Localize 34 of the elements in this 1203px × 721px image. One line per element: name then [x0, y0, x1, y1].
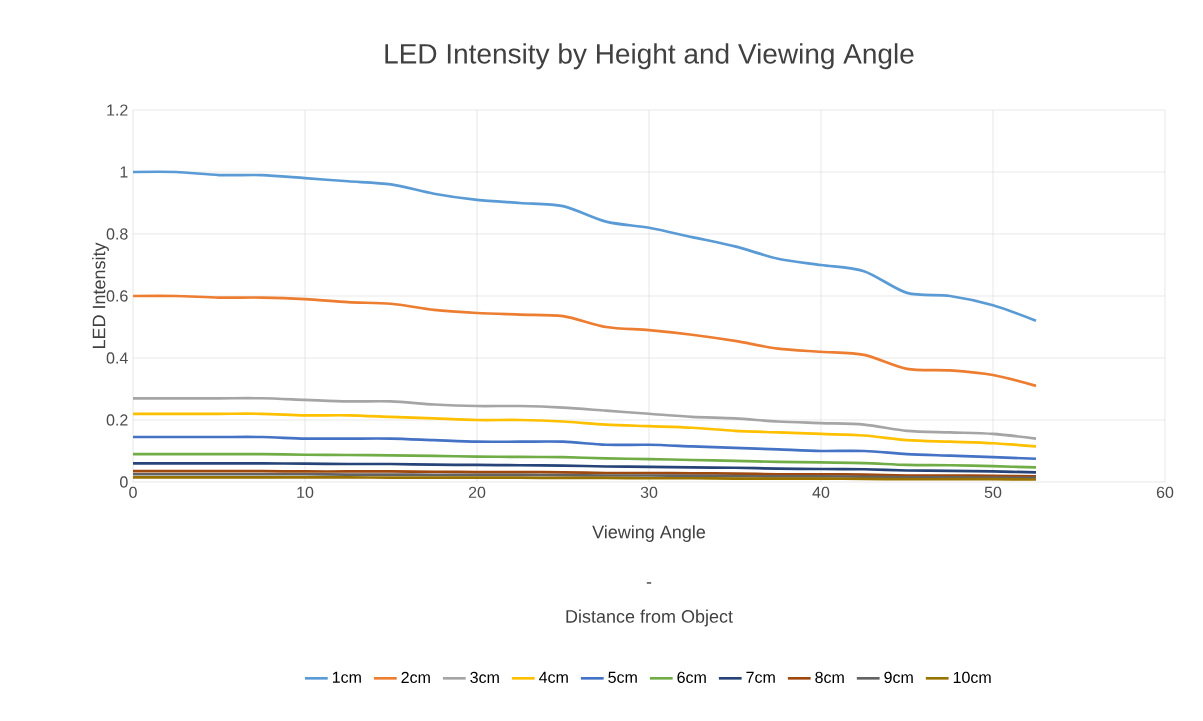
legend-label: 5cm: [608, 671, 637, 683]
line-series: [131, 412, 1038, 448]
y-tick-label: 0: [120, 476, 128, 488]
legend-label: 8cm: [815, 671, 844, 684]
y-tick-label: 1.2: [107, 104, 128, 116]
x-tick-label: 40: [812, 486, 830, 499]
text: -: [646, 582, 652, 584]
legend-label: 4cm: [539, 671, 568, 683]
chart-title: LED Intensity by Height and Viewing Angle: [385, 43, 914, 70]
line-series: [131, 452, 1038, 469]
y-tick-label: 0.4: [106, 352, 128, 364]
x-tick-label: 30: [640, 486, 658, 499]
legend-label: 6cm: [677, 671, 706, 684]
x-tick-label: 20: [468, 486, 486, 499]
legend-label: 7cm: [746, 671, 775, 683]
line-series: [131, 435, 1038, 461]
y-tick-label: 1: [120, 166, 128, 178]
x-tick-label: 10: [297, 486, 314, 499]
legend-label: 10cm: [953, 671, 991, 684]
legend-label: 2cm: [401, 671, 430, 684]
legend-label: 1cm: [332, 671, 361, 683]
line-series: [131, 294, 1038, 388]
x-tick-label: 50: [984, 486, 1002, 499]
line-series: [131, 170, 1038, 323]
x-tick-label: 0: [129, 486, 137, 499]
y-tick-label: 0.8: [106, 228, 128, 240]
y-tick-label: 0.2: [106, 414, 128, 426]
legend-label: 3cm: [470, 671, 499, 684]
line-series: [131, 396, 1038, 440]
x-tick-label: 60: [1156, 486, 1174, 499]
line-series: [131, 462, 1038, 474]
legend-label: 9cm: [884, 671, 913, 684]
text: Distance from Object: [566, 609, 733, 627]
x-axis-title: Viewing Angle: [592, 525, 706, 542]
